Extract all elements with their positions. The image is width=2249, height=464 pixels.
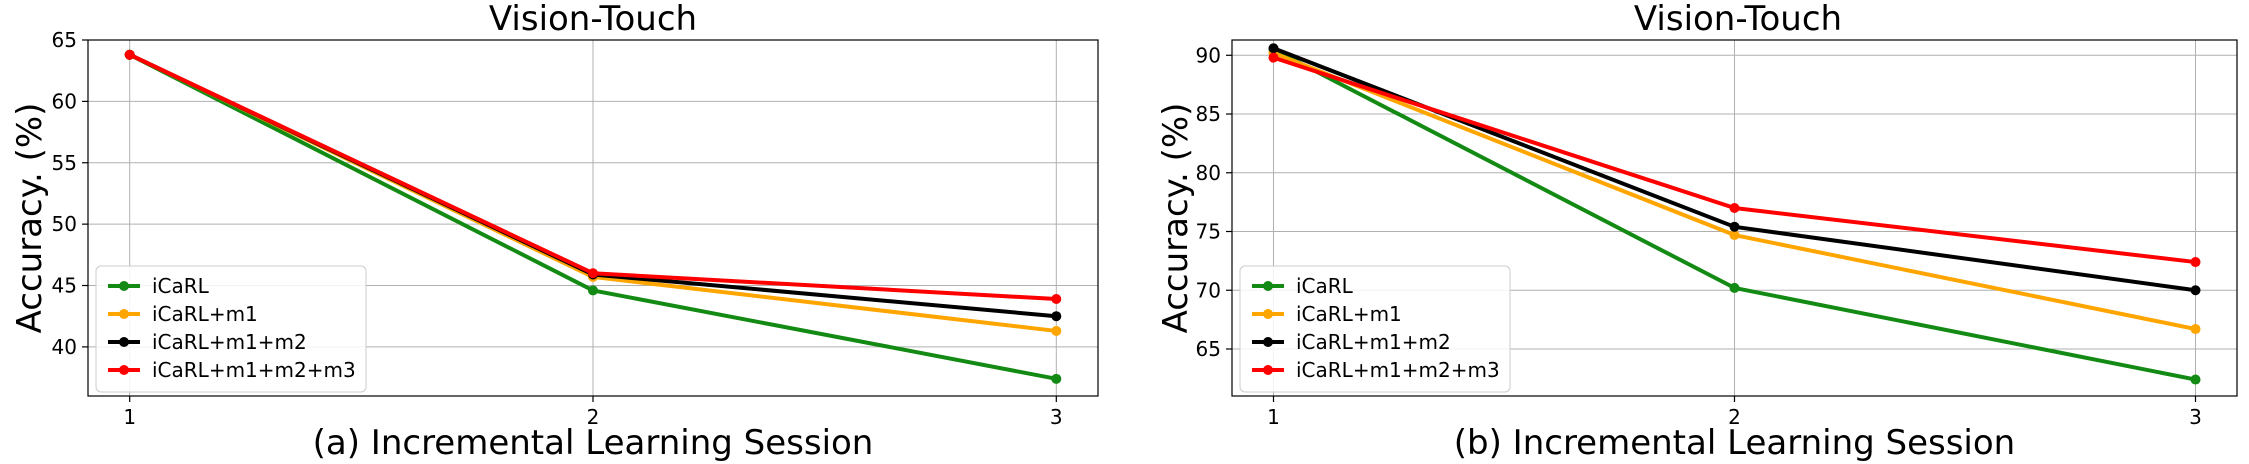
legend-box [1239,265,1511,393]
x-tick-label: 3 [2189,405,2202,429]
chart-title: Vision-Touch [1634,0,1842,39]
data-point [2190,324,2201,335]
chart-b: 1 2 3 65 70 75 80 85 90 Vision-Touch (b) Increment… [1156,0,2238,463]
legend-swatch-marker [1263,281,1273,291]
legend: iCaRL iCaRL+m1 iCaRL+m1+m2 iCaRL+m1+m2+m3 [1239,265,1511,393]
legend-swatch-marker [1263,337,1273,347]
chart-a: 1 2 3 40 45 50 55 60 65 Vision-Touch (a) Increment… [10,0,1099,463]
y-tick-label: 65 [52,28,77,52]
y-tick-label: 85 [1196,102,1221,126]
y-tick-label: 45 [52,274,77,298]
y-tick-label: 70 [1196,278,1221,302]
y-axis-label: Accuracy. (%) [1156,103,1196,334]
legend-swatch-marker [1263,365,1273,375]
legend-swatch-marker [119,337,129,347]
x-tick-label: 1 [123,405,136,429]
y-tick-label: 60 [52,89,77,113]
legend-item: iCaRL+m1+m2 [1252,330,1451,354]
y-tick-label: 65 [1196,337,1221,361]
data-point [1051,373,1062,384]
legend-label: iCaRL+m1+m2+m3 [152,358,356,382]
legend-item: iCaRL+m1+m2 [108,330,307,354]
y-tick-label: 80 [1196,161,1221,185]
chart-title: Vision-Touch [489,0,697,39]
x-axis-label: (a) Incremental Learning Session [313,423,874,463]
x-tick-label: 3 [1050,405,1063,429]
y-tick-label: 55 [52,151,77,175]
legend-swatch-marker [119,365,129,375]
data-point [1051,294,1062,305]
legend-swatch-marker [119,281,129,291]
y-tick-label: 75 [1196,220,1221,244]
data-point [2190,374,2201,385]
data-point [1051,311,1062,322]
y-tick-label: 40 [52,335,77,359]
data-point [1729,203,1740,214]
data-point [2190,257,2201,268]
data-point [124,49,135,60]
data-point [588,285,598,296]
legend-item: iCaRL+m1+m2+m3 [1252,358,1500,382]
data-point [1729,221,1740,232]
legend-label: iCaRL [1296,274,1354,298]
legend-item: iCaRL [108,274,210,298]
legend-item: iCaRL+m1 [108,302,258,326]
data-point [1268,52,1279,63]
legend-label: iCaRL+m1+m2 [152,330,307,354]
legend-swatch-marker [119,309,129,319]
x-axis-label: (b) Incremental Learning Session [1454,423,2015,463]
y-axis-label: Accuracy. (%) [10,103,50,334]
data-point [588,268,598,279]
legend-swatch-marker [1263,309,1273,319]
legend-item: iCaRL+m1 [1252,302,1402,326]
legend-label: iCaRL+m1 [152,302,258,326]
legend-item: iCaRL [1252,274,1354,298]
data-point [1729,282,1740,293]
legend-label: iCaRL+m1+m2 [1296,330,1451,354]
legend-box [95,265,367,393]
data-point [2190,285,2201,296]
data-point [1729,230,1740,241]
y-tick-label: 50 [52,212,77,236]
legend-label: iCaRL [152,274,210,298]
data-point [1051,325,1062,336]
legend: iCaRL iCaRL+m1 iCaRL+m1+m2 iCaRL+m1+m2+m3 [95,265,367,393]
y-tick-label: 90 [1196,43,1221,67]
legend-label: iCaRL+m1 [1296,302,1402,326]
x-tick-label: 2 [587,405,600,429]
legend-item: iCaRL+m1+m2+m3 [108,358,356,382]
x-tick-label: 2 [1728,405,1741,429]
data-point [1268,43,1279,54]
x-tick-label: 1 [1267,405,1280,429]
legend-label: iCaRL+m1+m2+m3 [1296,358,1500,382]
